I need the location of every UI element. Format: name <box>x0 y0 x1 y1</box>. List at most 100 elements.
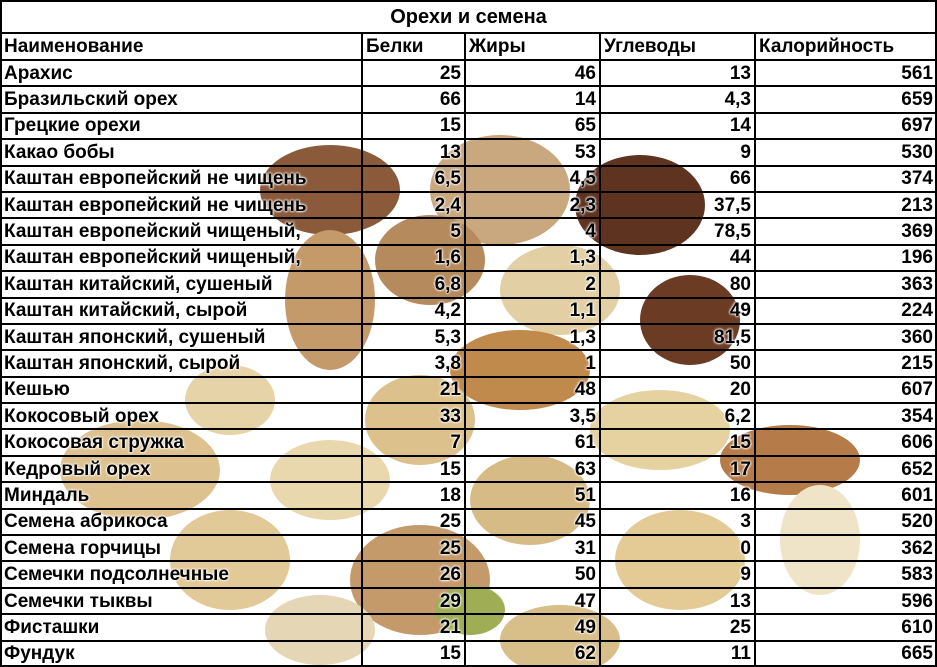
number-cell: 45 <box>574 511 596 533</box>
number-cell: 606 <box>901 432 933 454</box>
number-cell: 16 <box>729 484 751 506</box>
number-cell: 25 <box>439 62 461 84</box>
number-cell: 7 <box>450 432 461 454</box>
number-cell: 665 <box>901 643 933 665</box>
number-cell: 26 <box>439 564 461 586</box>
name-cell: Каштан японский, сушеный <box>4 326 266 348</box>
grid-line <box>0 507 937 510</box>
number-cell: 25 <box>439 511 461 533</box>
number-cell: 1 <box>585 352 596 374</box>
nut <box>470 455 590 545</box>
nut <box>270 440 390 520</box>
number-cell: 66 <box>439 89 461 111</box>
number-cell: 596 <box>901 590 933 612</box>
grid-line <box>0 665 937 667</box>
number-cell: 25 <box>439 537 461 559</box>
number-cell: 14 <box>574 89 596 111</box>
name-cell: Семечки тыквы <box>4 590 153 612</box>
name-cell: Фисташки <box>4 616 100 638</box>
name-cell: Семечки подсолнечные <box>4 564 229 586</box>
grid-line <box>0 402 937 405</box>
number-cell: 224 <box>901 300 933 322</box>
grid-line <box>0 534 937 537</box>
nut <box>185 365 275 435</box>
grid-line <box>0 0 2 667</box>
number-cell: 61 <box>574 432 596 454</box>
number-cell: 360 <box>901 326 933 348</box>
number-cell: 33 <box>439 405 461 427</box>
nut <box>500 245 620 335</box>
grid-line <box>0 190 937 193</box>
nut <box>265 595 375 665</box>
number-cell: 51 <box>574 484 596 506</box>
name-cell: Каштан китайский, сырой <box>4 300 248 322</box>
grid-line <box>0 481 937 484</box>
number-cell: 49 <box>574 616 596 638</box>
number-cell: 13 <box>439 141 461 163</box>
name-cell: Фундук <box>4 643 75 665</box>
grid-line <box>361 33 363 667</box>
number-cell: 13 <box>729 590 751 612</box>
grid-line <box>0 322 937 325</box>
number-cell: 583 <box>901 564 933 586</box>
number-cell: 53 <box>574 141 596 163</box>
name-cell: Арахис <box>4 62 73 84</box>
grid-line <box>0 217 937 220</box>
name-cell: Каштан японский, сырой <box>4 352 241 374</box>
number-cell: 601 <box>901 484 933 506</box>
number-cell: 607 <box>901 379 933 401</box>
column-header: Наименование <box>4 36 144 57</box>
number-cell: 48 <box>574 379 596 401</box>
nut <box>500 605 620 667</box>
name-cell: Каштан европейский чищеный, <box>4 247 301 269</box>
number-cell: 5 <box>450 221 461 243</box>
number-cell: 78,5 <box>714 221 751 243</box>
number-cell: 44 <box>729 247 751 269</box>
nut <box>365 375 475 465</box>
name-cell: Кокосовый орех <box>4 405 159 427</box>
grid-line <box>0 164 937 167</box>
number-cell: 25 <box>729 616 751 638</box>
number-cell: 2 <box>585 273 596 295</box>
number-cell: 4,5 <box>569 168 596 190</box>
nut <box>285 230 375 370</box>
number-cell: 65 <box>574 115 596 137</box>
name-cell: Каштан китайский, сушеный <box>4 273 273 295</box>
number-cell: 520 <box>901 511 933 533</box>
number-cell: 80 <box>729 273 751 295</box>
number-cell: 63 <box>574 458 596 480</box>
column-header: Белки <box>366 36 424 57</box>
number-cell: 15 <box>439 115 461 137</box>
name-cell: Грецкие орехи <box>4 115 141 137</box>
number-cell: 4,3 <box>724 89 751 111</box>
number-cell: 363 <box>901 273 933 295</box>
number-cell: 561 <box>901 62 933 84</box>
grid-line <box>0 375 937 378</box>
number-cell: 6,2 <box>724 405 751 427</box>
number-cell: 29 <box>439 590 461 612</box>
number-cell: 46 <box>574 62 596 84</box>
number-cell: 4 <box>585 221 596 243</box>
number-cell: 374 <box>901 168 933 190</box>
name-cell: Кешью <box>4 379 70 401</box>
name-cell: Семена горчицы <box>4 537 162 559</box>
number-cell: 4,2 <box>434 300 461 322</box>
number-cell: 62 <box>574 643 596 665</box>
grid-line <box>935 0 937 667</box>
number-cell: 81,5 <box>714 326 751 348</box>
number-cell: 652 <box>901 458 933 480</box>
number-cell: 215 <box>901 352 933 374</box>
grid-line <box>0 243 937 246</box>
number-cell: 0 <box>740 537 751 559</box>
number-cell: 50 <box>574 564 596 586</box>
name-cell: Какао бобы <box>4 141 115 163</box>
name-cell: Бразильский орех <box>4 89 178 111</box>
number-cell: 3,8 <box>434 352 461 374</box>
column-header: Калорийность <box>759 36 895 57</box>
nut <box>375 215 485 305</box>
name-cell: Кокосовая стружка <box>4 432 184 454</box>
number-cell: 196 <box>901 247 933 269</box>
number-cell: 6,8 <box>434 273 461 295</box>
table-title: Орехи и семена <box>390 5 547 28</box>
grid-line <box>754 33 756 667</box>
